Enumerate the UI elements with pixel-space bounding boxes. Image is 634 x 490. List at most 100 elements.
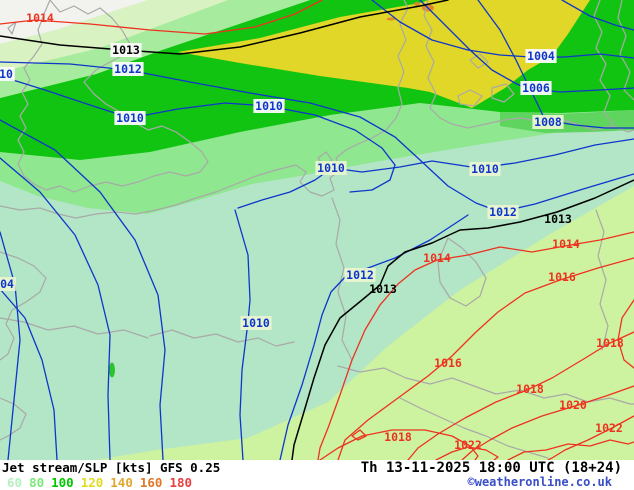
isobar-label: 04 bbox=[0, 277, 14, 291]
isobar-label: 1012 bbox=[114, 62, 142, 76]
copyright-notice: ©weatheronline.co.uk bbox=[467, 475, 613, 489]
isobar-black bbox=[291, 179, 634, 460]
isobar-red bbox=[507, 439, 634, 460]
isobar-label-box bbox=[469, 162, 501, 176]
isobar-label: 1018 bbox=[384, 430, 412, 444]
coastline bbox=[423, 0, 453, 125]
isobar-label-box bbox=[520, 81, 552, 95]
coastline bbox=[457, 89, 483, 107]
isobar-blue bbox=[419, 0, 634, 93]
map-footer: Jet stream/SLP [kts] GFS 0.25 60 80 100 120… bbox=[0, 460, 634, 490]
isobar-label-box bbox=[114, 111, 146, 125]
isobar-label: 1013 bbox=[112, 43, 140, 57]
southeast-pale-yellow-green bbox=[96, 186, 634, 460]
isobar-red bbox=[407, 331, 634, 460]
isobar-red bbox=[461, 385, 634, 460]
isobar-red bbox=[337, 257, 634, 460]
isobar-blue bbox=[0, 119, 166, 460]
isobar-red bbox=[317, 231, 634, 460]
isobar-label: 1016 bbox=[548, 270, 576, 284]
isobar-blue bbox=[0, 288, 58, 460]
coastline bbox=[0, 251, 47, 361]
isobar-label-box bbox=[344, 268, 376, 282]
isobar-label-box bbox=[532, 115, 564, 129]
isobar-label: 1013 bbox=[544, 212, 572, 226]
isobar-label-box bbox=[487, 205, 519, 219]
isobar-label-box bbox=[112, 62, 144, 76]
coastline bbox=[0, 397, 27, 441]
isobar-label-box bbox=[0, 277, 16, 291]
isobar-label-box bbox=[240, 316, 272, 330]
legend-value-160: 160 bbox=[139, 475, 163, 490]
isobar-blue bbox=[0, 157, 111, 460]
isobar-red bbox=[0, 0, 323, 35]
coastline bbox=[337, 365, 634, 405]
coastline bbox=[357, 0, 409, 145]
isobar-blue bbox=[561, 0, 634, 31]
legend-value-120: 120 bbox=[80, 475, 104, 490]
northwest-white bbox=[0, 0, 148, 44]
coastline bbox=[0, 317, 149, 339]
legend-value-60: 60 bbox=[7, 475, 23, 490]
isobar-label: 1012 bbox=[346, 268, 374, 282]
isobar-label: 1013 bbox=[369, 282, 397, 296]
isobar-label: 10 bbox=[0, 67, 13, 81]
isobar-label: 1018 bbox=[516, 382, 544, 396]
isobar-label: 1010 bbox=[471, 162, 499, 176]
forecast-datetime: Th 13-11-2025 18:00 UTC (18+24) bbox=[360, 460, 622, 476]
coastline bbox=[617, 0, 634, 101]
coastline bbox=[7, 21, 17, 35]
isobar-label: 1010 bbox=[242, 316, 270, 330]
coastline bbox=[595, 209, 609, 351]
isobar-label: 1018 bbox=[596, 336, 624, 350]
isobar-blue bbox=[0, 75, 396, 193]
legend-value-140: 140 bbox=[110, 475, 133, 490]
isobar-label: 1022 bbox=[454, 438, 482, 452]
isobar-label: 1010 bbox=[116, 111, 144, 125]
map-title: Jet stream/SLP [kts] GFS 0.25 bbox=[2, 460, 221, 475]
isobar-label-box bbox=[0, 67, 15, 81]
band-pale-green bbox=[0, 0, 228, 72]
coastline bbox=[593, 0, 615, 127]
legend-value-80: 80 bbox=[29, 475, 45, 490]
isobar-blue bbox=[237, 138, 634, 209]
isobar-label: 1020 bbox=[559, 398, 587, 412]
coastline bbox=[491, 83, 515, 103]
isobar-blue bbox=[371, 0, 634, 59]
coastline bbox=[331, 197, 353, 361]
isobar-red bbox=[617, 299, 634, 369]
isobar-red bbox=[319, 429, 479, 460]
band-light-green bbox=[0, 0, 310, 98]
isobar-label: 1012 bbox=[489, 205, 517, 219]
coastline bbox=[149, 329, 295, 347]
isobar-blue bbox=[0, 61, 634, 213]
isobar-label: 1006 bbox=[522, 81, 550, 95]
isobar-blue bbox=[0, 231, 21, 460]
isobar-red bbox=[351, 429, 367, 441]
isobar-label: 1014 bbox=[26, 11, 54, 25]
isobar-red bbox=[435, 446, 499, 460]
legend-value-100: 100 bbox=[51, 475, 74, 490]
isobar-label: 1022 bbox=[595, 421, 623, 435]
isobar-label: 1004 bbox=[527, 49, 555, 63]
coastline bbox=[295, 143, 359, 197]
isobar-label-box bbox=[253, 99, 285, 113]
isobar-label: 1016 bbox=[434, 356, 462, 370]
isobar-label: 1014 bbox=[552, 237, 580, 251]
isobar-label: 1008 bbox=[534, 115, 562, 129]
isobar-label-box bbox=[525, 49, 557, 63]
orange-jet-spot bbox=[414, 2, 420, 6]
isobar-label-box bbox=[110, 43, 142, 57]
isobar-label: 1010 bbox=[317, 161, 345, 175]
legend-value-180: 180 bbox=[169, 475, 193, 490]
coastline bbox=[399, 397, 549, 459]
coastline bbox=[0, 164, 297, 219]
yellow-jet-band bbox=[178, 0, 590, 108]
green-jet-spot bbox=[109, 362, 115, 378]
isobar-label: 1010 bbox=[255, 99, 283, 113]
orange-jet-spot bbox=[386, 17, 396, 21]
isobar-black bbox=[0, 0, 449, 55]
isobar-label-box bbox=[315, 161, 347, 175]
